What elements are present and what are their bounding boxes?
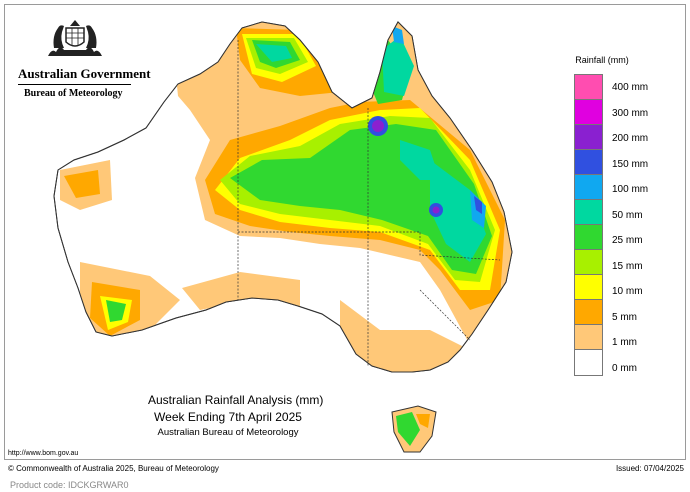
bureau-name: Bureau of Meteorology xyxy=(24,88,123,99)
legend-label: 200 mm xyxy=(612,133,649,144)
legend-swatch xyxy=(575,75,602,100)
legend-swatch xyxy=(575,275,602,300)
map-subtitle: Week Ending 7th April 2025 xyxy=(154,410,302,424)
legend-swatch xyxy=(575,175,602,200)
legend-swatch xyxy=(575,150,602,175)
issued-date: Issued: 07/04/2025 xyxy=(615,464,684,473)
header-divider xyxy=(18,84,131,85)
legend-swatch xyxy=(575,225,602,250)
legend-swatch xyxy=(575,300,602,325)
coat-of-arms-icon xyxy=(48,20,102,56)
legend-swatches xyxy=(574,74,603,376)
map-title: Australian Rainfall Analysis (mm) xyxy=(148,393,324,407)
legend-label: 100 mm xyxy=(612,184,649,195)
legend-label: 300 mm xyxy=(612,107,649,119)
legend-label: 50 mm xyxy=(612,209,643,221)
map-frame xyxy=(4,4,686,460)
legend-swatch xyxy=(575,250,602,275)
legend-swatch xyxy=(575,325,602,350)
legend-title: Rainfall (mm) xyxy=(575,55,629,65)
website-url[interactable]: http://www.bom.gov.au xyxy=(8,450,79,457)
legend-swatch xyxy=(575,350,602,375)
rainfall-map xyxy=(53,21,513,453)
legend-label: 150 mm xyxy=(612,158,649,170)
legend-swatch xyxy=(575,125,602,150)
legend-swatch xyxy=(575,200,602,225)
rainfall-shading xyxy=(60,22,512,372)
legend-swatch xyxy=(575,100,602,125)
legend-label: 15 mm xyxy=(612,260,643,272)
legend-label: 0 mm xyxy=(612,362,637,374)
legend-label: 400 mm xyxy=(612,82,649,93)
product-code: Product code: IDCKGRWAR0 xyxy=(10,480,129,490)
legend-label: 25 mm xyxy=(612,235,643,246)
copyright-text: © Commonwealth of Australia 2025, Bureau… xyxy=(8,464,219,473)
legend-label: 1 mm xyxy=(612,337,637,348)
legend-label: 5 mm xyxy=(612,311,637,323)
government-name: Australian Government xyxy=(18,66,151,81)
legend-label: 10 mm xyxy=(612,286,643,297)
map-source: Australian Bureau of Meteorology xyxy=(157,427,299,438)
state-borders xyxy=(237,40,501,366)
